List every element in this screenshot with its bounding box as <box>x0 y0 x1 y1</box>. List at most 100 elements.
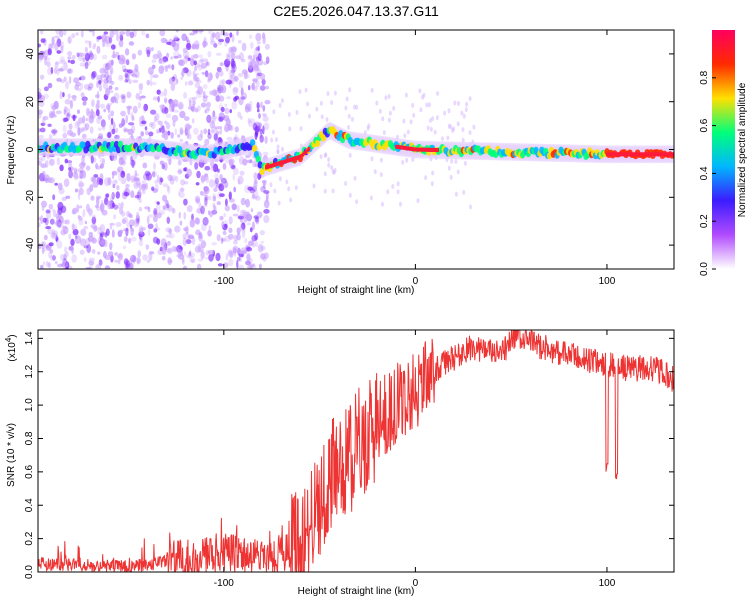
spectral-peak-cell <box>616 152 620 157</box>
spectral-noise-cell <box>145 244 150 250</box>
spectral-peak-cell <box>280 160 283 165</box>
spectral-noise-cell <box>454 191 458 197</box>
spectral-noise-cell <box>110 66 114 74</box>
spectral-noise-cell <box>182 237 187 247</box>
spectral-peak-cell <box>418 147 421 152</box>
spectral-noise-cell <box>81 133 87 139</box>
spectral-noise-cell <box>217 263 223 267</box>
spectral-peak-cell <box>613 152 616 157</box>
spectral-noise-cell <box>188 99 192 108</box>
spectral-noise-cell <box>229 74 233 81</box>
spectral-noise-cell <box>96 196 100 206</box>
spectral-noise-cell <box>330 165 334 171</box>
spectral-noise-cell <box>101 34 107 42</box>
spectral-noise-cell <box>117 168 120 173</box>
spectral-noise-cell <box>102 81 108 90</box>
spectral-noise-cell <box>79 170 84 180</box>
spectral-noise-cell <box>128 122 135 126</box>
spectral-noise-cell <box>104 41 112 48</box>
spectral-noise-cell <box>249 188 256 194</box>
spectral-noise-cell <box>204 201 208 207</box>
spectral-noise-cell <box>138 206 143 212</box>
spectral-noise-cell <box>59 253 65 261</box>
spectral-noise-cell <box>71 247 74 254</box>
spectral-noise-cell <box>233 186 236 193</box>
spectral-noise-cell <box>193 53 199 59</box>
spectral-noise-cell <box>166 52 170 58</box>
spectrogram-y-label: Frequency (Hz) <box>6 116 17 185</box>
spectral-peak-cell <box>670 152 673 157</box>
spectral-noise-cell <box>133 182 140 189</box>
spectral-noise-cell <box>260 253 266 260</box>
spectral-noise-cell <box>151 170 157 178</box>
spectral-noise-cell <box>206 101 211 108</box>
spectral-noise-cell <box>38 91 42 99</box>
spectral-noise-cell <box>60 59 66 65</box>
spectral-noise-cell <box>96 226 103 232</box>
spectral-noise-cell <box>208 253 214 262</box>
spectral-noise-cell <box>110 59 114 66</box>
spectral-noise-cell <box>140 131 144 137</box>
spectral-noise-cell <box>127 213 132 217</box>
spectral-noise-cell <box>214 126 221 130</box>
spectral-noise-cell <box>174 128 177 136</box>
spectral-peak-cell <box>639 152 643 157</box>
spectral-noise-cell <box>67 59 71 63</box>
spectral-noise-cell <box>194 65 197 72</box>
spectral-noise-cell <box>306 101 310 107</box>
spectral-noise-cell <box>176 78 179 84</box>
spectral-noise-cell <box>171 208 176 214</box>
spectral-noise-cell <box>227 250 234 257</box>
spectral-noise-cell <box>90 155 94 164</box>
spectral-noise-cell <box>447 108 451 114</box>
spectral-noise-cell <box>47 123 52 128</box>
spectral-noise-cell <box>152 96 158 101</box>
spectral-noise-cell <box>159 30 166 37</box>
spectral-noise-cell <box>118 54 126 62</box>
spectral-noise-cell <box>58 68 65 72</box>
spectral-noise-cell <box>252 85 258 92</box>
spectral-noise-cell <box>72 95 77 102</box>
spectral-peak-cell <box>297 155 300 160</box>
spectral-noise-cell <box>57 208 63 215</box>
spectral-noise-cell <box>96 45 101 54</box>
spectral-noise-cell <box>232 247 237 254</box>
spectral-noise-cell <box>85 60 92 66</box>
spectral-noise-cell <box>130 134 134 140</box>
spectral-noise-cell <box>61 260 68 269</box>
spectral-noise-cell <box>304 87 308 93</box>
spectral-noise-cell <box>207 229 212 237</box>
spectral-noise-cell <box>218 112 225 121</box>
spectral-noise-cell <box>207 250 215 255</box>
spectral-noise-cell <box>152 53 159 60</box>
spectral-noise-cell <box>49 218 55 225</box>
spectral-noise-cell <box>152 236 159 244</box>
spectral-noise-cell <box>139 96 142 101</box>
spectral-noise-cell <box>262 255 267 262</box>
spectral-noise-cell <box>138 83 144 91</box>
spectral-noise-cell <box>161 65 168 71</box>
spectral-noise-cell <box>45 226 52 230</box>
spectral-noise-cell <box>125 260 131 268</box>
spectral-noise-cell <box>96 36 103 40</box>
spectral-noise-cell <box>105 87 110 97</box>
spectral-noise-cell <box>77 126 81 136</box>
spectral-noise-cell <box>230 68 234 78</box>
spectral-noise-cell <box>263 215 270 224</box>
spectral-noise-cell <box>91 176 97 183</box>
spectral-noise-cell <box>184 81 188 86</box>
spectral-noise-cell <box>74 235 82 244</box>
spectral-peak-cell <box>436 148 439 153</box>
spectral-noise-cell <box>80 92 85 98</box>
spectral-noise-cell <box>233 240 238 245</box>
spectral-peak-cell <box>619 152 623 157</box>
spectral-noise-cell <box>202 84 208 90</box>
spectral-noise-cell <box>256 41 262 45</box>
spectral-peak-cell <box>606 152 609 157</box>
spectral-noise-cell <box>245 260 251 266</box>
spectral-noise-cell <box>252 122 258 131</box>
spectral-noise-cell <box>52 194 56 201</box>
spectral-noise-cell <box>289 197 293 203</box>
spectral-noise-cell <box>84 84 90 90</box>
spectral-noise-cell <box>238 253 244 258</box>
